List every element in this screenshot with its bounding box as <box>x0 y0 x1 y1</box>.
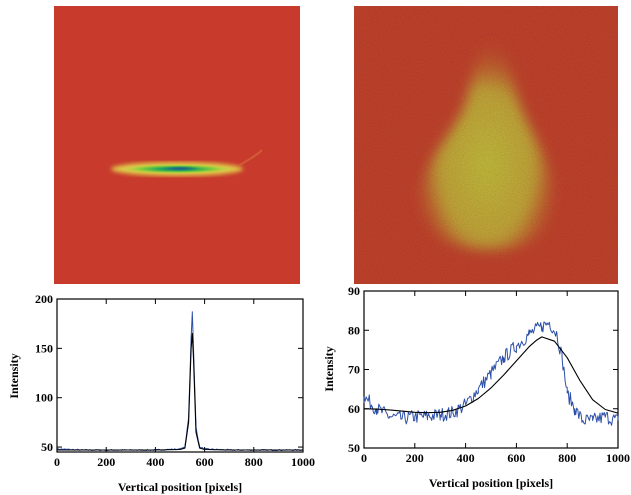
plot-right-ytick-label: 50 <box>348 441 360 455</box>
plot-right-ytick-label: 90 <box>348 284 360 298</box>
plot-right-xtick-label: 1000 <box>606 451 630 465</box>
plot-right-series-fit <box>363 336 619 414</box>
beam-tail <box>237 149 263 167</box>
plot-right-xtick-label: 0 <box>361 451 367 465</box>
plot-right-ylabel: Intensity <box>322 346 336 391</box>
image-top-right-grain <box>354 6 618 284</box>
plot-left-xlabel: Vertical position [pixels] <box>118 480 242 494</box>
plot-left-ticks: 0 200 400 600 800 1000 50 100 150 200 <box>35 292 315 469</box>
plot-left-xtick-label: 800 <box>245 455 263 469</box>
plot-left-ytick-label: 50 <box>41 440 53 454</box>
plot-left-xtick-label: 200 <box>97 455 115 469</box>
plot-left-xtick-label: 0 <box>54 455 60 469</box>
plot-right-ytick-label: 80 <box>348 323 360 337</box>
plot-right-series-data <box>363 321 619 426</box>
plot-right-ytick-label: 60 <box>348 402 360 416</box>
plot-left-series-fit <box>57 332 303 451</box>
plot-left-xtick-label: 400 <box>146 455 164 469</box>
plot-left-series-data <box>56 311 304 452</box>
plot-bottom-left: 0 200 400 600 800 1000 50 100 150 200 Intensity V… <box>7 292 315 494</box>
plot-left-series <box>56 311 304 452</box>
plot-right-ticks: 0 200 400 600 800 1000 50 60 70 80 90 <box>348 284 630 465</box>
image-top-right <box>354 6 618 284</box>
image-top-left <box>54 6 300 284</box>
plot-right-series <box>363 321 619 426</box>
plot-left-ytick-label: 150 <box>35 341 53 355</box>
plot-right-xtick-label: 200 <box>406 451 424 465</box>
plot-right-xlabel: Vertical position [pixels] <box>429 476 553 490</box>
image-top-left-background <box>54 6 300 284</box>
beam-spot-core <box>163 166 199 171</box>
plot-right-ytick-label: 70 <box>348 363 360 377</box>
plot-left-ylabel: Intensity <box>7 353 21 398</box>
plot-right-xtick-label: 400 <box>457 451 475 465</box>
plot-left-ytick-label: 100 <box>35 391 53 405</box>
plot-bottom-right: 0 200 400 600 800 1000 50 60 70 80 90 Intensity Ve… <box>322 284 630 490</box>
plot-frame-right <box>363 290 619 449</box>
plot-left-xtick-label: 600 <box>196 455 214 469</box>
plot-left-xtick-label: 1000 <box>291 455 315 469</box>
plot-left-ytick-label: 200 <box>35 292 53 306</box>
plot-right-xtick-label: 600 <box>507 451 525 465</box>
plot-right-xtick-label: 800 <box>558 451 576 465</box>
plot-frame-left <box>56 298 304 453</box>
